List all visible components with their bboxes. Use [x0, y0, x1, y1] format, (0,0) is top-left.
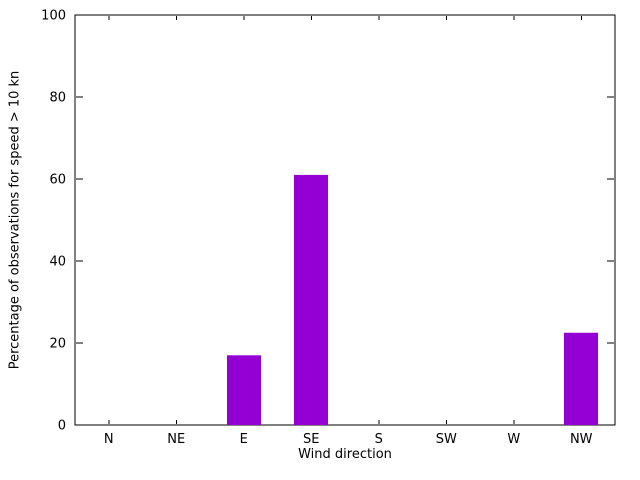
y-tick-label: 0: [58, 419, 66, 434]
bar-E: [227, 355, 261, 425]
x-tick-label: W: [507, 432, 520, 447]
x-tick-label: N: [104, 432, 114, 447]
x-tick-label: NE: [167, 432, 185, 447]
y-tick-label: 80: [49, 91, 66, 106]
x-tick-label: E: [240, 432, 248, 447]
bar-SE: [294, 174, 328, 425]
y-tick-label: 60: [49, 173, 66, 188]
x-axis-title: Wind direction: [298, 447, 392, 462]
x-tick-label: SW: [436, 432, 457, 447]
y-tick-label: 40: [49, 255, 66, 270]
y-tick-label: 20: [49, 337, 66, 352]
y-axis-title: Percentage of observations for speed > 1…: [7, 70, 23, 370]
x-tick-label: SE: [303, 432, 319, 447]
x-tick-label: NW: [570, 432, 593, 447]
y-tick-label: 100: [41, 9, 66, 24]
bar-NW: [564, 332, 598, 425]
x-tick-label: S: [375, 432, 383, 447]
plot-border: [74, 14, 616, 426]
